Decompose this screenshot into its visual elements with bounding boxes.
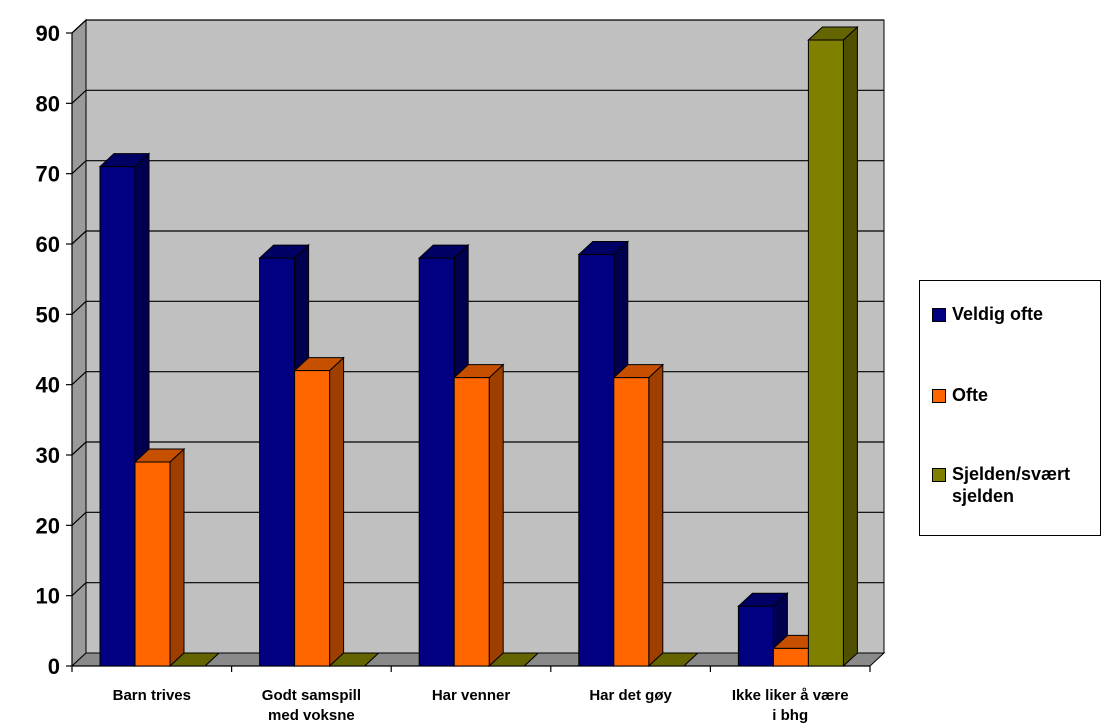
legend-label: Ofte [952,385,988,405]
bar-side [329,356,345,668]
x-category-label: Godt samspill [262,687,361,704]
gridline [71,230,884,245]
bar-top [328,652,380,667]
legend-swatch [932,468,946,482]
legend-swatch [932,308,946,322]
bar-side [842,25,858,668]
bar [99,166,136,667]
bar [294,370,331,667]
x-category-label: Har det gøy [589,687,672,704]
bar [578,254,615,667]
bar-top [168,652,221,667]
y-tick-label: 10 [36,584,60,609]
y-tick-label: 40 [36,373,60,398]
y-tick-label: 90 [36,21,60,46]
bar [772,647,809,667]
y-tick-label: 20 [36,513,60,538]
bar [259,257,296,667]
bar [613,377,650,667]
legend-item: Ofte [932,384,988,406]
bar-top [647,652,700,667]
legend-item: Veldig ofte [932,303,1043,325]
y-tick-label: 0 [48,654,60,679]
legend: Veldig ofte Ofte Sjelden/svært sjelden [919,280,1101,536]
y-tick-label: 70 [36,162,60,187]
y-tick-label: 30 [36,443,60,468]
bar [453,377,490,667]
bar [418,257,455,667]
x-category-label: Ikke liker å være [732,687,849,704]
x-category-label: Har venner [432,687,511,704]
bar-side [488,363,504,668]
legend-item: Sjelden/svært sjelden [932,463,1070,507]
y-tick-label: 60 [36,232,60,257]
legend-label: Sjelden/svært sjelden [952,464,1071,506]
gridline [71,19,884,34]
y-tick-label: 50 [36,302,60,327]
x-category-label: Barn trives [113,687,191,704]
bar [807,39,844,667]
gridline [71,89,884,104]
legend-label: Veldig ofte [952,304,1044,324]
bar [737,605,774,667]
bar-side [169,447,185,668]
y-tick-label: 80 [36,91,60,116]
bar-side [648,363,664,668]
x-category-label: i bhg [772,707,808,724]
gridline [71,160,884,175]
x-category-label: med voksne [268,707,355,724]
legend-swatch [932,389,946,403]
bar [134,461,171,667]
plot-side-wall [71,18,87,668]
bar-top [487,652,540,667]
